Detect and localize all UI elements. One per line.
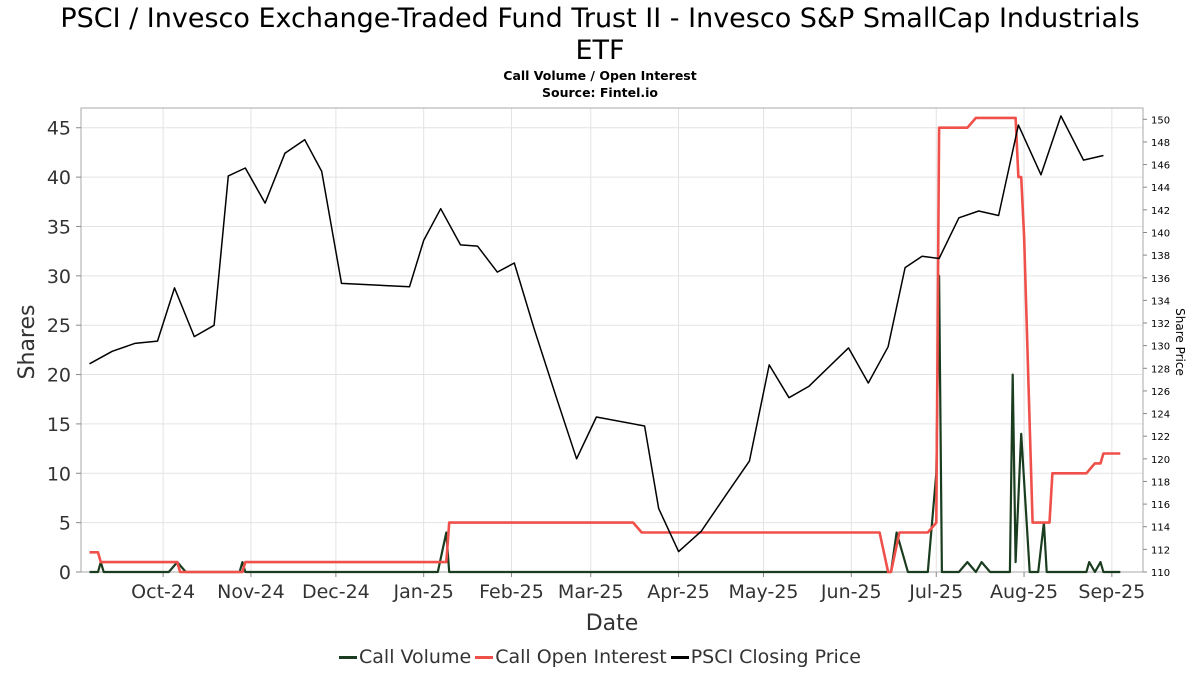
legend-label-call-volume: Call Volume (359, 646, 472, 668)
y-tick-label: 25 (47, 315, 71, 337)
x-tick-label: Jul-25 (908, 581, 963, 603)
grid (81, 108, 1143, 573)
y-tick-label: 35 (47, 216, 71, 238)
x-axis-label: Date (586, 611, 639, 636)
chart-title-line-1: PSCI / Invesco Exchange-Traded Fund Trus… (60, 3, 1140, 34)
x-tick-label: Aug-25 (990, 581, 1058, 603)
y2-tick-label: 126 (1151, 387, 1170, 398)
y2-tick-label: 130 (1151, 342, 1170, 353)
y2-tick-label: 134 (1151, 296, 1170, 307)
y-tick-label: 45 (47, 118, 71, 140)
chart-title-line-2: ETF (575, 35, 625, 66)
legend-label-closing-price: PSCI Closing Price (690, 646, 861, 668)
chart-subtitle: Call Volume / Open Interest (503, 68, 697, 83)
y-tick-label: 0 (59, 562, 71, 584)
y2-tick-label: 144 (1151, 183, 1170, 194)
y2-tick-label: 142 (1151, 206, 1170, 217)
x-tick-label: Jan-25 (393, 581, 454, 603)
series-layer (89, 115, 1121, 574)
legend-swatch-call-volume (339, 655, 357, 659)
y-axis-label: Shares (15, 305, 40, 380)
y-tick-label: 5 (59, 513, 71, 535)
x-tick-label: May-25 (729, 581, 799, 603)
x-tick-label: Mar-25 (558, 581, 624, 603)
y-tick-label: 30 (47, 266, 71, 288)
y-tick-label: 40 (47, 167, 71, 189)
x-tick-label: Dec-24 (302, 581, 370, 603)
legend-item-call-open-interest: Call Open Interest (475, 646, 667, 668)
chart-title: PSCI / Invesco Exchange-Traded Fund Trus… (0, 3, 1200, 67)
y2-tick-label: 118 (1151, 477, 1170, 488)
y2-tick-label: 114 (1151, 523, 1170, 534)
x-tick-label: Nov-24 (217, 581, 285, 603)
x-tick-label: Jun-25 (820, 581, 882, 603)
y-tick-label: 15 (47, 414, 71, 436)
y2-tick-label: 110 (1151, 568, 1170, 579)
legend-swatch-closing-price (670, 655, 689, 659)
x-tick-label: Apr-25 (647, 581, 710, 603)
y2-tick-label: 112 (1151, 545, 1170, 556)
legend: Call Volume Call Open Interest PSCI Clos… (0, 646, 1200, 668)
x-tick-label: Sep-25 (1078, 581, 1145, 603)
y2-tick-label: 116 (1151, 500, 1170, 511)
y-tick-label: 10 (47, 463, 71, 485)
legend-label-call-open-interest: Call Open Interest (495, 646, 667, 668)
y2-tick-label: 136 (1151, 274, 1170, 285)
legend-item-closing-price: PSCI Closing Price (670, 646, 861, 668)
y2-tick-label: 132 (1151, 319, 1170, 330)
y2-tick-label: 150 (1151, 115, 1170, 126)
legend-item-call-volume: Call Volume (339, 646, 471, 668)
x-tick-label: Oct-24 (131, 581, 195, 603)
x-tick-label: Feb-25 (479, 581, 544, 603)
y2-tick-label: 138 (1151, 251, 1170, 262)
y2-tick-label: 128 (1151, 364, 1170, 375)
series-line-psci-closing-price (89, 115, 1104, 553)
legend-swatch-call-open-interest (475, 655, 494, 659)
axes: 0 5 10 15 20 25 30 35 40 45 110 112 114 116 118 120 122 1… (47, 107, 1170, 603)
y2-axis-label: Share Price (1173, 308, 1187, 376)
chart-source: Source: Fintel.io (542, 85, 658, 100)
y2-tick-label: 124 (1151, 410, 1170, 421)
series-line-call-open-interest (89, 116, 1121, 574)
y2-tick-label: 140 (1151, 228, 1170, 239)
y2-tick-label: 146 (1151, 161, 1170, 172)
y2-tick-label: 120 (1151, 455, 1170, 466)
y-tick-label: 20 (47, 365, 71, 387)
y2-tick-label: 148 (1151, 138, 1170, 149)
y2-tick-label: 122 (1151, 432, 1170, 443)
